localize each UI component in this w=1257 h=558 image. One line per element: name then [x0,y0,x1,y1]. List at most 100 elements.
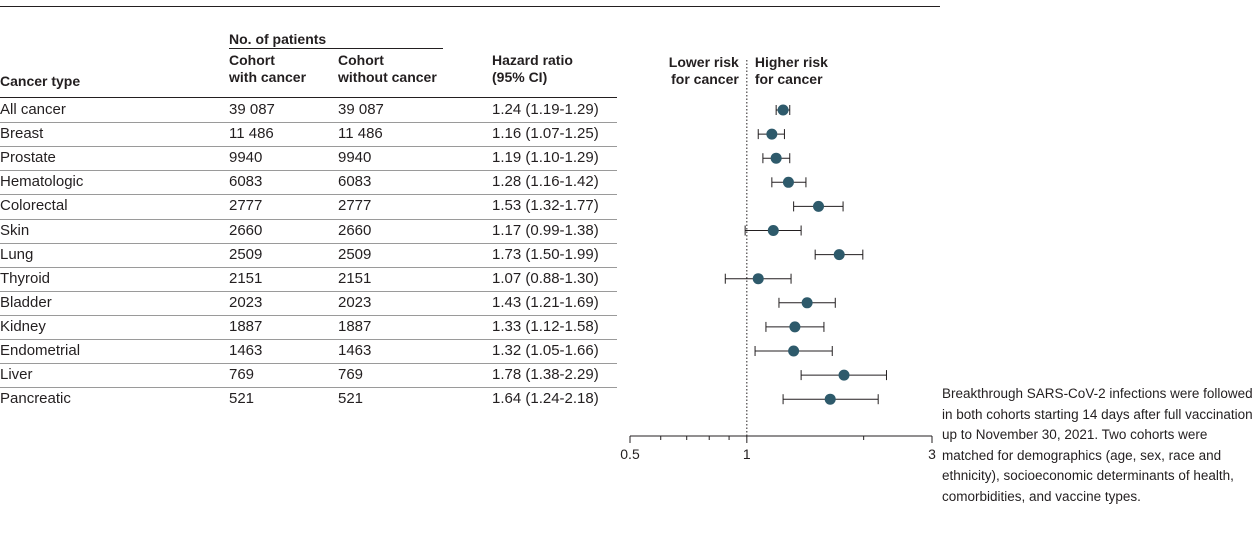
data-point [770,152,782,164]
cell-cancer-type: Skin [0,221,30,239]
cell-with-cancer: 2777 [229,197,263,215]
footnote: Breakthrough SARS-CoV-2 infections were … [942,386,1253,504]
data-point [833,249,845,261]
cell-with-cancer: 1463 [229,342,263,359]
row-separator [0,146,617,148]
lower-risk-label: Lower risk [669,54,739,70]
top-rule [0,6,940,7]
cell-with-cancer: 2023 [229,293,263,311]
header-hazard-ratio: Hazard ratio (95% CI) [492,52,573,86]
cell-without-cancer: 521 [338,390,364,408]
cell-without-cancer: 11 486 [338,125,383,143]
header-hazard-ratio-line1: Hazard ratio [492,52,573,68]
cell-cancer-type: Prostate [0,149,56,167]
cell-cancer-type: Liver [0,366,33,384]
cell-without-cancer: 6083 [338,173,372,191]
cell-hazard-ratio: 1.64 (1.24-2.18) [492,390,599,408]
data-point [752,273,764,285]
x-axis-title: Hazard ratio (95% CI) [747,469,882,470]
cell-without-cancer: 1463 [338,342,372,359]
cell-without-cancer: 2151 [338,269,372,287]
cell-cancer-type: All cancer [0,101,66,118]
higher-risk-label: for cancer [755,71,823,87]
cell-hazard-ratio: 1.53 (1.32-1.77) [492,197,599,215]
cell-cancer-type: Endometrial [0,342,81,359]
lower-risk-label: for cancer [671,71,739,87]
data-point [838,369,850,381]
cell-hazard-ratio: 1.16 (1.07-1.25) [492,125,599,143]
header-without-cancer: Cohort without cancer [338,52,437,86]
higher-risk-label: Higher risk [755,54,828,70]
data-point [766,128,778,140]
row-separator [0,290,617,292]
header-with-cancer-line1: Cohort [229,52,275,68]
cell-hazard-ratio: 1.28 (1.16-1.42) [492,173,599,191]
data-point [789,321,801,333]
cell-hazard-ratio: 1.43 (1.21-1.69) [492,293,599,311]
cell-hazard-ratio: 1.17 (0.99-1.38) [492,221,599,239]
data-point [767,225,779,236]
header-cancer-type: Cancer type [0,73,81,89]
cell-with-cancer: 11 486 [229,125,274,143]
cell-with-cancer: 2151 [229,269,263,287]
cell-cancer-type: Pancreatic [0,390,71,408]
cell-without-cancer: 769 [338,366,364,384]
cell-hazard-ratio: 1.78 (1.38-2.29) [492,366,599,384]
cell-cancer-type: Lung [0,245,34,263]
cell-hazard-ratio: 1.73 (1.50-1.99) [492,245,599,263]
cell-hazard-ratio: 1.32 (1.05-1.66) [492,342,599,359]
cell-hazard-ratio: 1.24 (1.19-1.29) [492,101,599,118]
header-hazard-ratio-line2: (95% CI) [492,69,548,85]
cell-with-cancer: 521 [229,390,255,408]
row-separator [0,387,617,389]
x-tick-label: 0.5 [620,446,640,462]
cell-without-cancer: 2777 [338,197,372,215]
header-rule [0,97,617,98]
cell-with-cancer: 1887 [229,317,263,335]
row-separator [0,170,617,172]
header-without-cancer-line2: without cancer [338,69,437,85]
row-separator [0,218,617,220]
row-separator [0,194,617,196]
patients-group-rule [229,48,443,49]
row-separator [0,122,617,124]
cell-with-cancer: 6083 [229,173,263,191]
cell-cancer-type: Kidney [0,317,46,335]
data-point [777,104,789,116]
cell-without-cancer: 1887 [338,317,372,335]
cell-without-cancer: 39 087 [338,101,384,118]
data-point [813,200,825,212]
cell-hazard-ratio: 1.19 (1.10-1.29) [492,149,599,167]
row-separator [0,242,617,244]
cell-cancer-type: Colorectal [0,197,68,215]
cell-without-cancer: 2023 [338,293,372,311]
cell-without-cancer: 2660 [338,221,372,239]
data-point [788,345,800,357]
data-point [824,393,836,405]
cell-without-cancer: 9940 [338,149,372,167]
cell-with-cancer: 39 087 [229,101,275,118]
cell-hazard-ratio: 1.33 (1.12-1.58) [492,317,599,335]
header-with-cancer-line2: with cancer [229,69,307,85]
cell-with-cancer: 2509 [229,245,263,263]
x-tick-label: 3 [928,446,936,462]
x-tick-label: 1 [743,446,751,462]
cell-cancer-type: Bladder [0,293,52,311]
cell-hazard-ratio: 1.07 (0.88-1.30) [492,269,599,287]
header-with-cancer: Cohort with cancer [229,52,306,86]
cell-with-cancer: 769 [229,366,255,384]
cell-cancer-type: Breast [0,125,44,143]
row-separator [0,266,617,268]
row-separator [0,314,617,316]
row-separator [0,339,617,340]
cell-with-cancer: 9940 [229,149,263,167]
cell-cancer-type: Hematologic [0,173,84,191]
cell-with-cancer: 2660 [229,221,263,239]
data-point [801,297,813,309]
cell-without-cancer: 2509 [338,245,372,263]
header-patients-group: No. of patients [229,31,327,47]
row-separator [0,363,617,365]
header-without-cancer-line1: Cohort [338,52,384,68]
data-point [782,176,794,188]
